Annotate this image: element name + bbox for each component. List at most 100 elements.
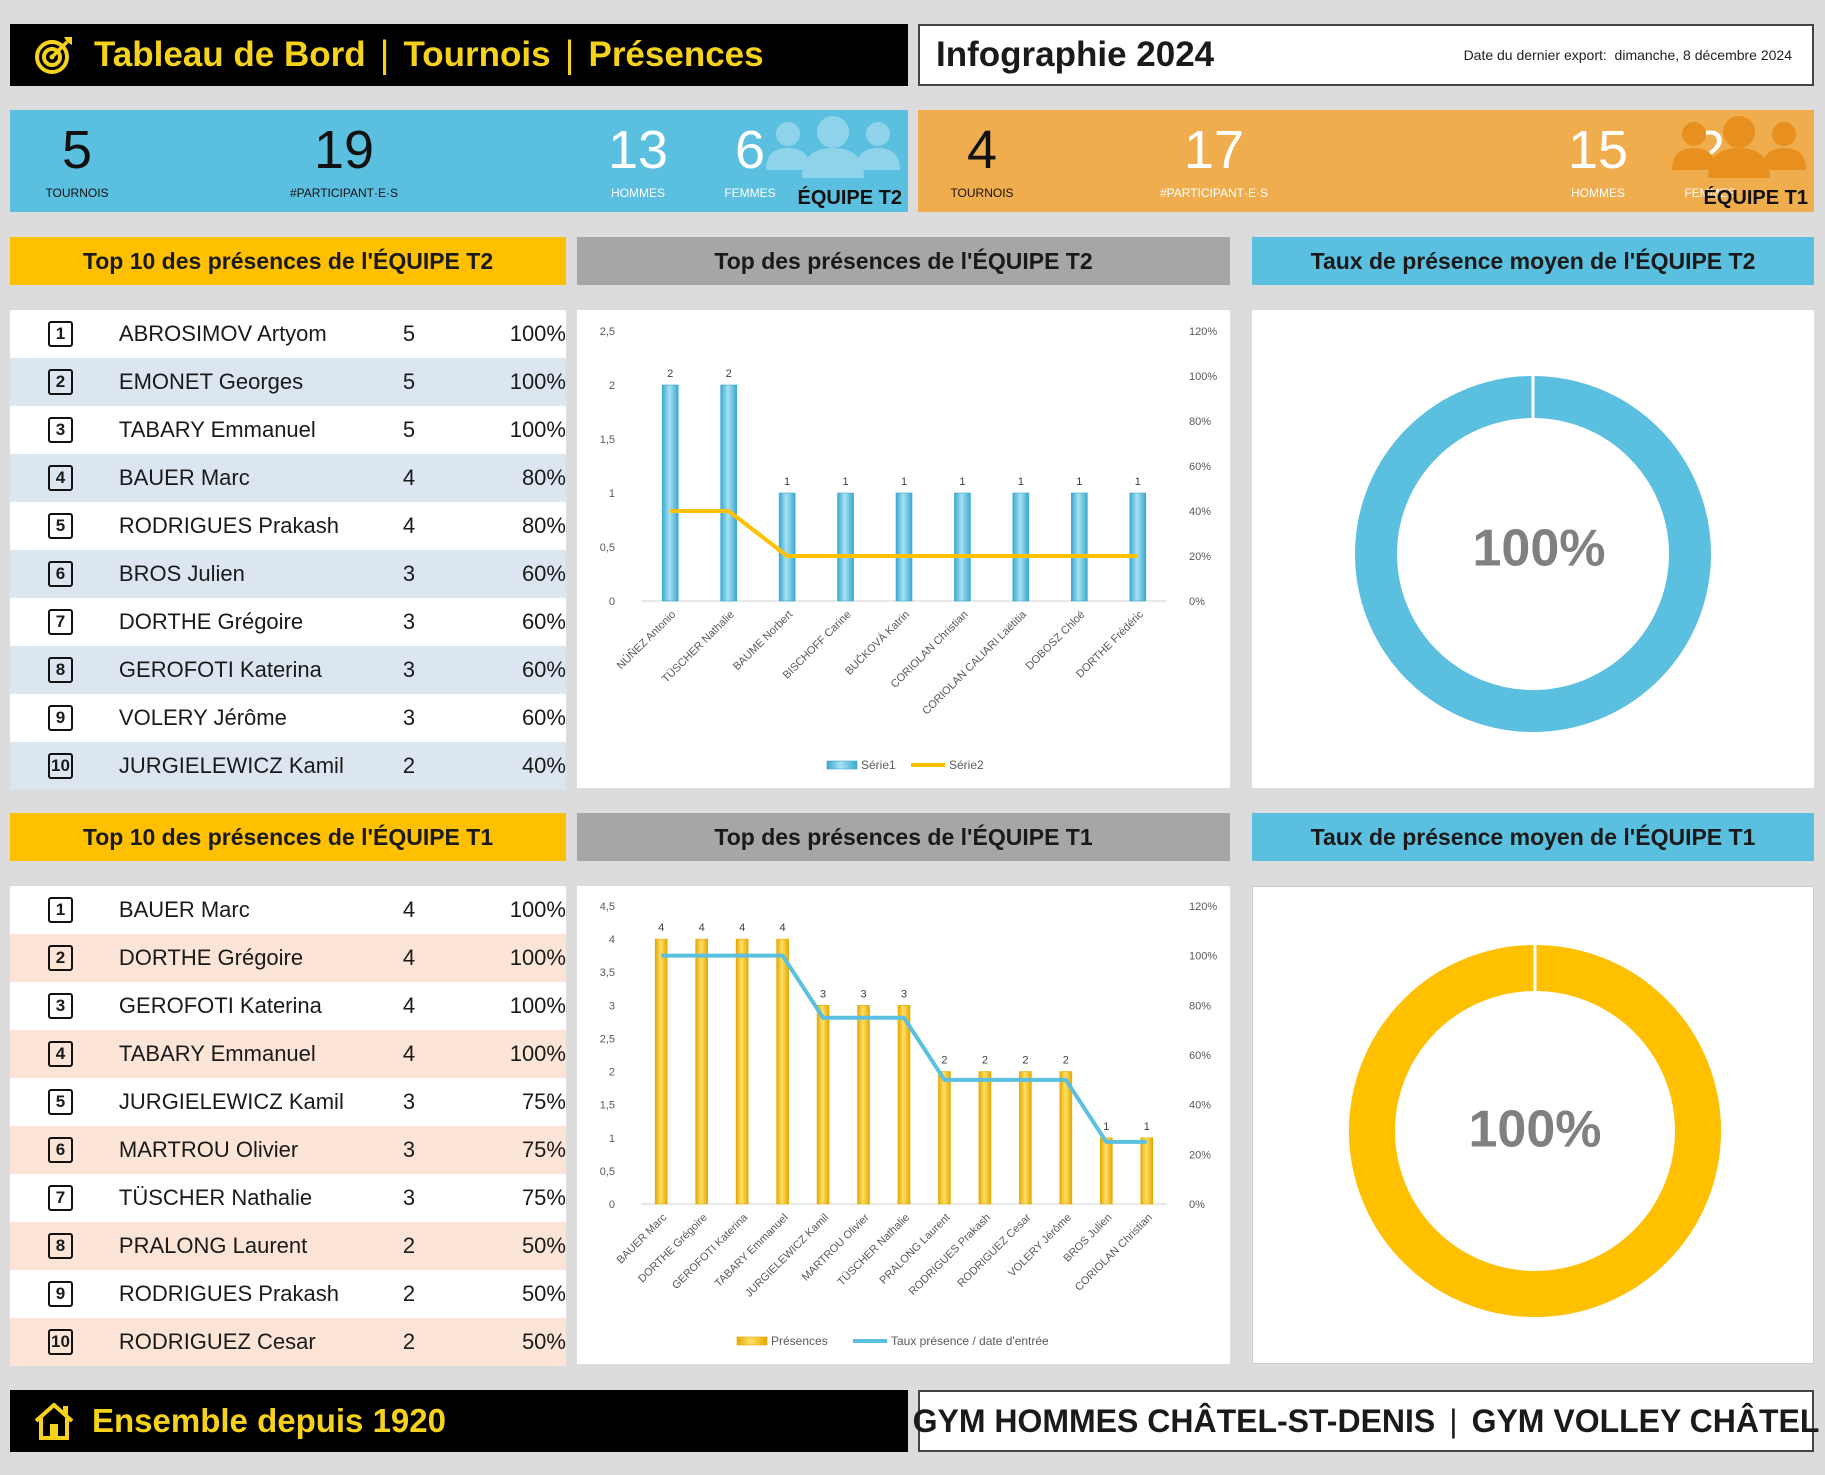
rank-badge: 8 [48, 657, 73, 683]
y-tick-label: 2,5 [600, 326, 615, 338]
rank-badge: 9 [48, 705, 73, 731]
header-separator: | [564, 33, 575, 76]
y2-tick-label: 40% [1189, 1100, 1211, 1112]
attendance-percent: 50% [521, 1281, 566, 1306]
data-label: 2 [982, 1055, 988, 1067]
rank-badge: 6 [48, 561, 73, 587]
t1-list-title: Top 10 des présences de l'ÉQUIPE T1 [10, 813, 566, 861]
player-name: MARTROU Olivier [118, 1137, 299, 1162]
kpi-tournois-label: TOURNOIS [950, 186, 1014, 200]
y2-tick-label: 0% [1189, 1199, 1205, 1211]
data-label: 1 [1103, 1121, 1109, 1133]
player-name: PRALONG Laurent [118, 1233, 308, 1258]
attendance-percent: 75% [521, 1185, 566, 1210]
rank-badge: 3 [48, 417, 73, 443]
t1-rate-panel: 100% [1252, 886, 1814, 1364]
player-name: EMONET Georges [118, 369, 304, 394]
attendance-percent: 100% [509, 897, 566, 922]
data-label: 3 [820, 988, 826, 1000]
rank-badge: 10 [48, 753, 73, 779]
rank-badge: 4 [48, 465, 73, 491]
y-tick-label: 4,5 [600, 901, 615, 913]
y-tick-label: 0,5 [600, 1166, 615, 1178]
chart-bar [897, 1005, 911, 1205]
y-tick-label: 3 [609, 1000, 615, 1012]
data-label: 4 [699, 922, 705, 934]
x-tick-label: BUČKOVÁ Katrin [842, 608, 912, 678]
data-label: 4 [739, 922, 745, 934]
kpi-tournois-label: TOURNOIS [45, 186, 109, 200]
attendance-percent: 100% [509, 321, 566, 346]
attendance-count: 4 [402, 993, 416, 1018]
kpi-participants-value: 17 [1183, 120, 1245, 180]
y2-tick-label: 120% [1189, 901, 1217, 913]
chart-bar [1129, 492, 1147, 602]
t2-rate-value: 100% [1473, 520, 1606, 578]
player-name: BAUER Marc [118, 465, 250, 490]
player-name: RODRIGUES Prakash [118, 1281, 339, 1306]
list-row: 5 JURGIELEWICZ Kamil 3 75% [10, 1078, 566, 1126]
rank-badge: 10 [48, 1329, 73, 1355]
list-row: 3 TABARY Emmanuel 5 100% [10, 406, 566, 454]
footer-motto-bar: Ensemble depuis 1920 [10, 1390, 908, 1452]
player-name: RODRIGUES Prakash [118, 513, 339, 538]
list-row: 9 RODRIGUES Prakash 2 50% [10, 1270, 566, 1318]
t1-rate-title: Taux de présence moyen de l'ÉQUIPE T1 [1252, 813, 1814, 861]
attendance-percent: 100% [509, 993, 566, 1018]
attendance-count: 3 [402, 1089, 416, 1114]
list-row: 1 ABROSIMOV Artyom 5 100% [10, 310, 566, 358]
t1-attendance-chart: 00,511,522,533,544,50%20%40%60%80%100%12… [600, 901, 1218, 1348]
attendance-count: 4 [402, 465, 416, 490]
chart-bar [1100, 1137, 1113, 1205]
club-name: GYM HOMMES CHÂTEL-ST-DENIS [912, 1402, 1436, 1439]
rank-badge: 7 [48, 1185, 73, 1211]
x-tick-label: RODRIGUES Prakash [907, 1212, 993, 1298]
x-tick-label: NÚÑEZ Antonio [614, 608, 678, 672]
y-tick-label: 2 [609, 380, 615, 392]
kpi-tournois-value: 5 [61, 120, 93, 180]
x-tick-label: DORTHE Grégoire [636, 1212, 710, 1286]
kpi-banner-t1: 4 TOURNOIS 17 #PARTICIPANT·E·S 15 HOMMES… [918, 110, 1814, 212]
footer-separator: | [1449, 1402, 1458, 1439]
rank-badge: 4 [48, 1041, 73, 1067]
chart-bar [695, 938, 708, 1205]
player-name: TABARY Emmanuel [118, 417, 316, 442]
data-label: 2 [726, 368, 732, 380]
attendance-percent: 100% [509, 1041, 566, 1066]
data-label: 2 [941, 1055, 947, 1067]
y2-tick-label: 80% [1189, 1000, 1211, 1012]
attendance-percent: 60% [521, 561, 566, 586]
kpi-tournois-value: 4 [966, 120, 998, 180]
list-row: 10 JURGIELEWICZ Kamil 2 40% [10, 742, 566, 790]
attendance-percent: 80% [521, 465, 566, 490]
chart-bar [857, 1005, 870, 1205]
list-row: 9 VOLERY Jérôme 3 60% [10, 694, 566, 742]
y2-tick-label: 20% [1189, 1149, 1211, 1161]
kpi-team-label: ÉQUIPE T1 [1703, 187, 1808, 209]
kpi-banner-t2: 5 TOURNOIS 19 #PARTICIPANT·E·S 13 HOMMES… [10, 110, 908, 212]
y2-tick-label: 120% [1189, 326, 1217, 338]
legend-swatch [826, 760, 858, 770]
attendance-count: 5 [402, 417, 416, 442]
list-row: 2 DORTHE Grégoire 4 100% [10, 934, 566, 982]
y-tick-label: 2,5 [600, 1033, 615, 1045]
infographic-title: Infographie 2024 [936, 35, 1215, 74]
y2-tick-label: 80% [1189, 416, 1211, 428]
x-tick-label: TABARY Emmanuel [713, 1212, 791, 1290]
player-name: BAUER Marc [118, 897, 250, 922]
y-tick-label: 1 [609, 1133, 615, 1145]
target-icon [35, 37, 72, 74]
series-line [670, 509, 1138, 558]
people-icon [766, 116, 900, 178]
t1-rate-donut: 100% [1349, 945, 1721, 1317]
y-tick-label: 3,5 [600, 967, 615, 979]
player-name: ABROSIMOV Artyom [118, 321, 327, 346]
kpi-participants-label: #PARTICIPANT·E·S [289, 186, 399, 200]
list-row: 3 GEROFOTI Katerina 4 100% [10, 982, 566, 1030]
data-label: 1 [1018, 476, 1024, 488]
rank-badge: 5 [48, 1089, 73, 1115]
header-title-tournaments: Tournois [403, 35, 551, 74]
export-date-label: Date du dernier export: dimanche, 8 déce… [1464, 47, 1792, 63]
x-tick-label: DOBOSZ Chloé [1024, 609, 1088, 673]
rank-badge: 8 [48, 1233, 73, 1259]
